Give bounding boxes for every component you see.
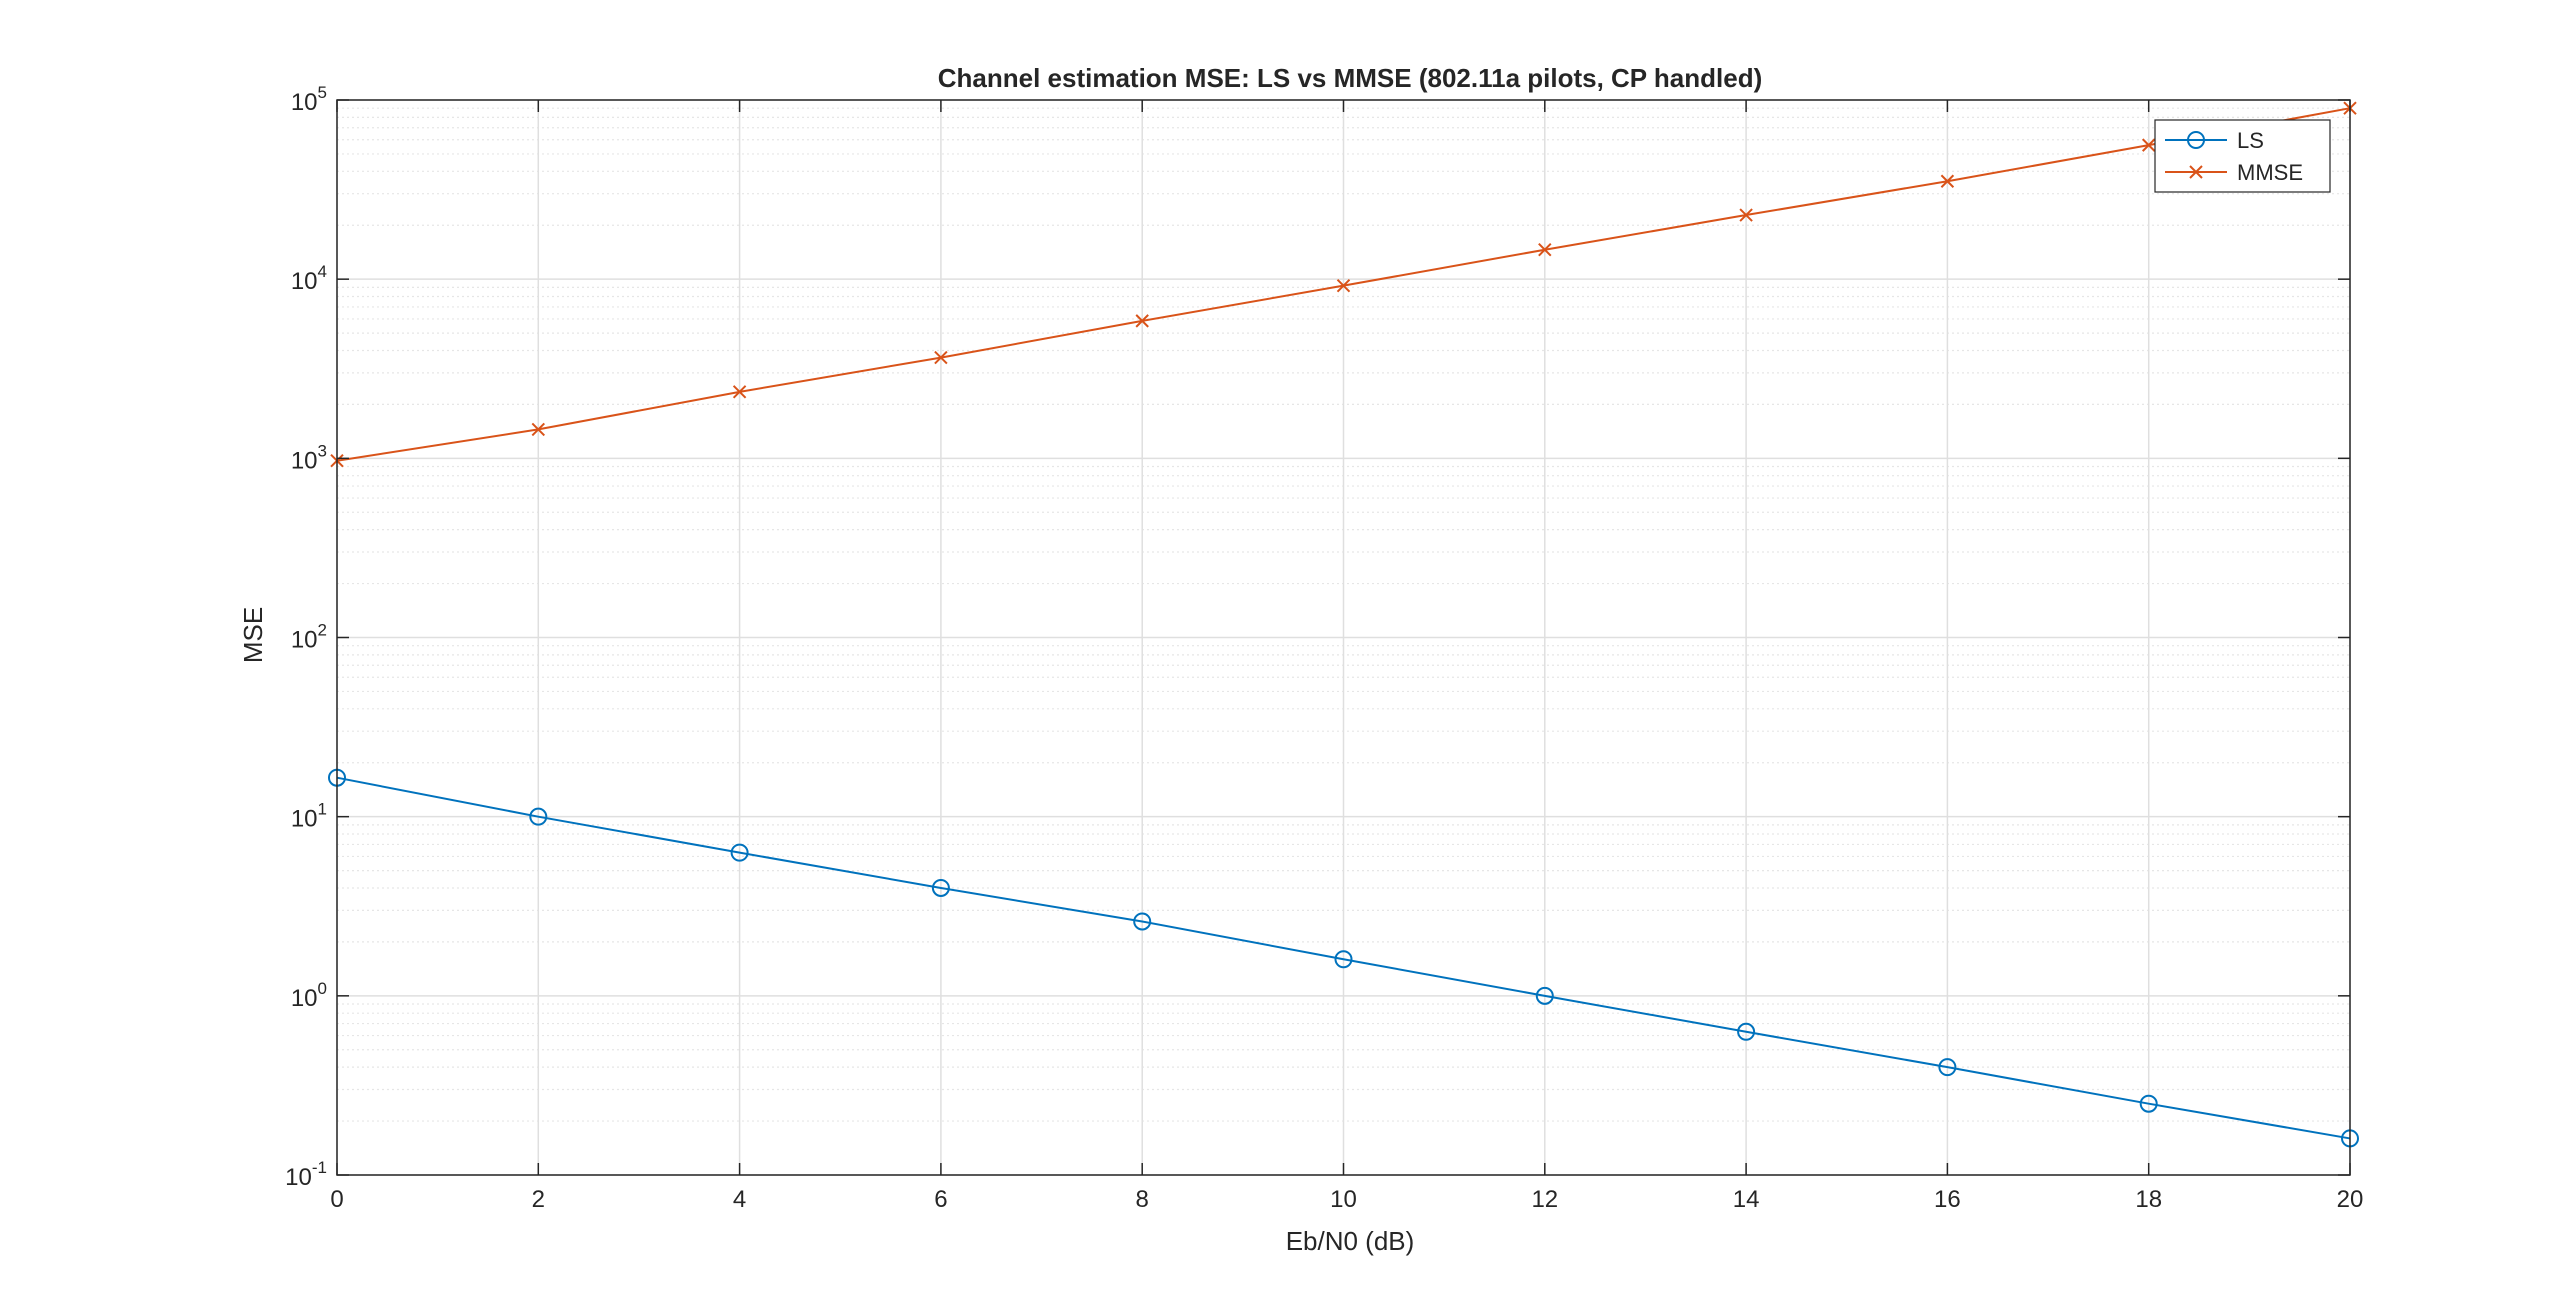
x-tick-label: 8 [1136, 1186, 1149, 1213]
data-point-mmse [934, 350, 948, 365]
y-tick-label-base: 10 [285, 1164, 312, 1191]
x-tick-label: 20 [2337, 1186, 2364, 1213]
x-tick-label: 4 [733, 1186, 746, 1213]
x-tick-label: 0 [330, 1186, 343, 1213]
data-point-ls [1737, 1022, 1756, 1041]
data-point-ls [730, 843, 749, 862]
data-point-mmse [2141, 138, 2156, 152]
series-line-ls [336, 776, 2351, 1140]
y-axis-label: MSE [238, 607, 268, 663]
x-tick-label: 6 [934, 1186, 947, 1213]
y-tick-label-base: 10 [291, 447, 318, 474]
y-tick-label: 100 [291, 979, 327, 1012]
data-point-mmse [1135, 314, 1149, 328]
x-axis-label: Eb/N0 (dB) [1286, 1226, 1415, 1256]
y-tick-label-base: 10 [291, 985, 318, 1012]
data-point-mmse [1538, 243, 1552, 257]
data-point-mmse [1940, 174, 1955, 188]
data-point-ls [1938, 1058, 1957, 1077]
data-point-ls [1334, 950, 1353, 969]
legend-box [2154, 119, 2331, 193]
data-point-ls [529, 807, 548, 826]
plot-area: 0 2 4 6 8 10 12 14 16 18 2010-1100101102103104105L… [285, 83, 2363, 1213]
y-tick-label-exponent: 5 [318, 83, 327, 102]
x-tick-label: 10 [1330, 1186, 1357, 1213]
legend: LS MMSE [2154, 119, 2331, 193]
data-point-ls [1535, 986, 1554, 1005]
y-tick-label-base: 10 [291, 627, 318, 654]
x-tick-label: 14 [1733, 1186, 1760, 1213]
x-tick-label: 18 [2135, 1186, 2162, 1213]
legend-label-mmse: MMSE [2237, 160, 2303, 185]
x-tick-label: 12 [1531, 1186, 1558, 1213]
y-tick-label: 104 [291, 262, 327, 295]
x-tick-label: 16 [1934, 1186, 1961, 1213]
data-point-ls [931, 878, 950, 897]
y-tick-label-exponent: 1 [318, 800, 327, 819]
y-tick-label: 10-1 [285, 1158, 327, 1191]
data-point-mmse [531, 422, 546, 437]
y-tick-label: 105 [291, 83, 327, 116]
y-tick-label-exponent: -1 [312, 1158, 327, 1177]
legend-marker-mmse [2189, 165, 2203, 179]
y-tick-label-exponent: 2 [318, 621, 327, 640]
y-tick-label-base: 10 [291, 268, 318, 295]
y-tick-label-exponent: 0 [318, 979, 327, 998]
y-tick-label-exponent: 3 [318, 441, 327, 460]
chart-title: Channel estimation MSE: LS vs MMSE (802.… [938, 63, 1762, 93]
data-point-mmse [1336, 278, 1351, 293]
y-tick-label-base: 10 [291, 89, 318, 116]
y-tick-label: 103 [291, 441, 327, 474]
y-tick-label-base: 10 [291, 806, 318, 833]
x-tick-label: 2 [532, 1186, 545, 1213]
legend-marker-ls [2187, 131, 2205, 149]
data-point-mmse [732, 385, 747, 399]
data-point-mmse [1739, 208, 1753, 222]
y-tick-label-exponent: 4 [318, 262, 327, 281]
legend-label-ls: LS [2237, 128, 2264, 153]
y-tick-label: 101 [291, 800, 327, 833]
data-point-ls [2139, 1094, 2158, 1113]
data-point-ls [1133, 912, 1152, 931]
y-tick-label: 102 [291, 621, 327, 654]
